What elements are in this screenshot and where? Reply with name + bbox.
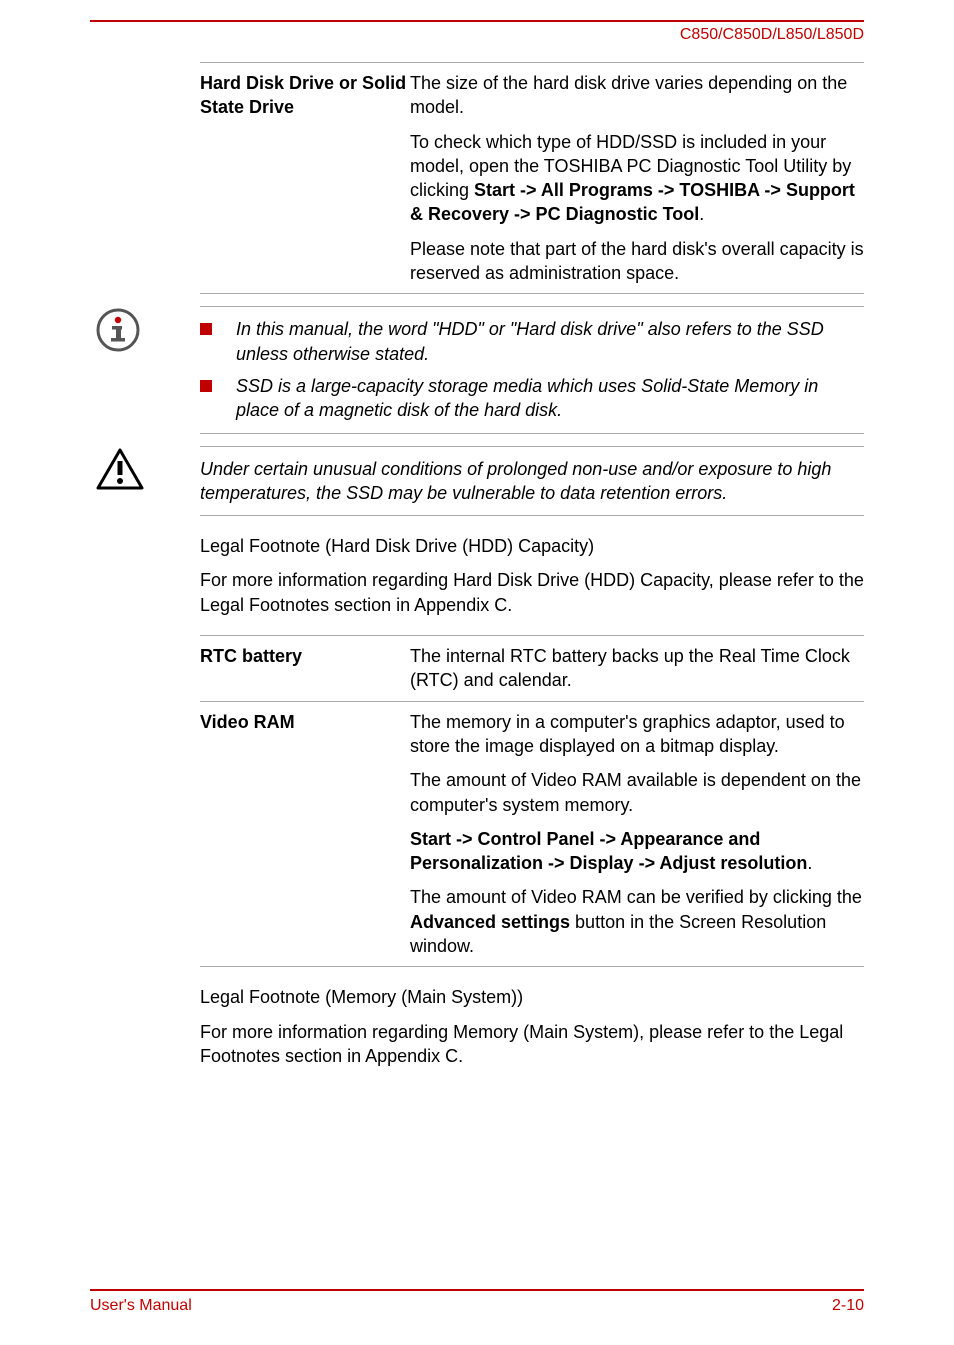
spec-table-1: Hard Disk Drive or Solid State Drive The… bbox=[200, 62, 864, 294]
spec-row-rtc: RTC battery The internal RTC battery bac… bbox=[200, 635, 864, 701]
info-icon bbox=[90, 306, 160, 357]
legal-mem-text: For more information regarding Memory (M… bbox=[200, 1020, 864, 1069]
info-body: In this manual, the word "HDD" or "Hard … bbox=[200, 306, 864, 433]
legal-mem-title: Legal Footnote (Memory (Main System)) bbox=[200, 985, 864, 1009]
vram-p4: The amount of Video RAM can be verified … bbox=[410, 885, 864, 958]
spec-end-2 bbox=[200, 966, 864, 967]
hdd-p2: To check which type of HDD/SSD is includ… bbox=[410, 130, 864, 227]
page: C850/C850D/L850/L850D Hard Disk Drive or… bbox=[0, 0, 954, 1345]
info-b1-text: In this manual, the word "HDD" or "Hard … bbox=[236, 317, 864, 366]
header-model-text: C850/C850D/L850/L850D bbox=[90, 26, 864, 44]
vram-p2: The amount of Video RAM available is dep… bbox=[410, 768, 864, 817]
footer-left: User's Manual bbox=[90, 1297, 192, 1315]
legal-hdd-text: For more information regarding Hard Disk… bbox=[200, 568, 864, 617]
spec-row-hdd: Hard Disk Drive or Solid State Drive The… bbox=[200, 62, 864, 293]
vram-p3: Start -> Control Panel -> Appearance and… bbox=[410, 827, 864, 876]
rtc-text: The internal RTC battery backs up the Re… bbox=[410, 644, 864, 693]
spec-table-2: RTC battery The internal RTC battery bac… bbox=[200, 635, 864, 967]
hdd-p3: Please note that part of the hard disk's… bbox=[410, 237, 864, 286]
footer-rule bbox=[90, 1289, 864, 1291]
info-b2-text: SSD is a large-capacity storage media wh… bbox=[236, 374, 864, 423]
vram-p1: The memory in a computer's graphics adap… bbox=[410, 710, 864, 759]
warning-icon bbox=[90, 446, 160, 495]
warning-body: Under certain unusual conditions of prol… bbox=[200, 446, 864, 517]
header-rule bbox=[90, 20, 864, 22]
footer-row: User's Manual 2-10 bbox=[90, 1297, 864, 1315]
warning-callout: Under certain unusual conditions of prol… bbox=[90, 446, 864, 517]
spec-end-1 bbox=[200, 293, 864, 294]
page-footer: User's Manual 2-10 bbox=[90, 1289, 864, 1315]
legal-hdd-title: Legal Footnote (Hard Disk Drive (HDD) Ca… bbox=[200, 534, 864, 558]
info-bullet-2: SSD is a large-capacity storage media wh… bbox=[200, 374, 864, 423]
info-bullet-1: In this manual, the word "HDD" or "Hard … bbox=[200, 317, 864, 366]
spec-label-vram: Video RAM bbox=[200, 710, 410, 959]
spec-value-vram: The memory in a computer's graphics adap… bbox=[410, 710, 864, 959]
spec-value-hdd: The size of the hard disk drive varies d… bbox=[410, 71, 864, 285]
legal-mem-block: Legal Footnote (Memory (Main System)) Fo… bbox=[200, 985, 864, 1068]
hdd-p1: The size of the hard disk drive varies d… bbox=[410, 71, 864, 120]
info-callout: In this manual, the word "HDD" or "Hard … bbox=[90, 306, 864, 433]
spec-row-vram: Video RAM The memory in a computer's gra… bbox=[200, 701, 864, 967]
legal-hdd-block: Legal Footnote (Hard Disk Drive (HDD) Ca… bbox=[200, 534, 864, 617]
spec-label-rtc: RTC battery bbox=[200, 644, 410, 693]
spec-label-hdd: Hard Disk Drive or Solid State Drive bbox=[200, 71, 410, 285]
bullet-icon bbox=[200, 323, 212, 335]
footer-right: 2-10 bbox=[832, 1297, 864, 1315]
spec-value-rtc: The internal RTC battery backs up the Re… bbox=[410, 644, 864, 693]
bullet-icon bbox=[200, 380, 212, 392]
